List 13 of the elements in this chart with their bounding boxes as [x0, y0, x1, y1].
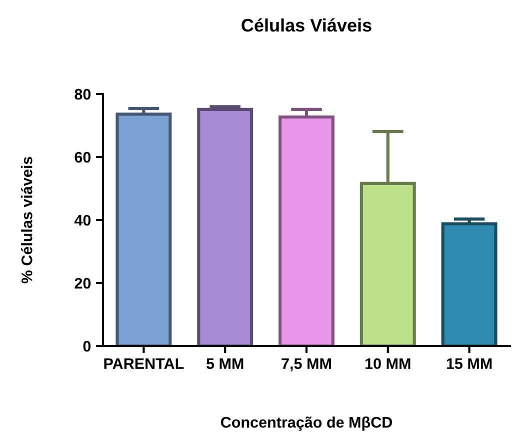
x-tick-label: 10 MM	[366, 358, 410, 370]
y-tick-label: 60	[74, 152, 91, 163]
y-tick-label: 40	[74, 214, 91, 226]
x-axis-title: Concentração de MβCD	[220, 416, 392, 431]
x-tick-label: 5 MM	[206, 358, 244, 370]
y-axis-title: % Células viáveis	[20, 156, 32, 284]
y-tick-label: 80	[74, 88, 91, 100]
x-tick-label: 15 MM	[446, 358, 492, 370]
x-tick-label: PARENTAL	[104, 358, 184, 369]
chart-title: Células Viáveis	[242, 18, 372, 32]
y-tick-label: 20	[74, 278, 91, 289]
x-tick-label: 7,5 MM	[282, 358, 331, 372]
y-tick-label: 0	[83, 340, 91, 352]
